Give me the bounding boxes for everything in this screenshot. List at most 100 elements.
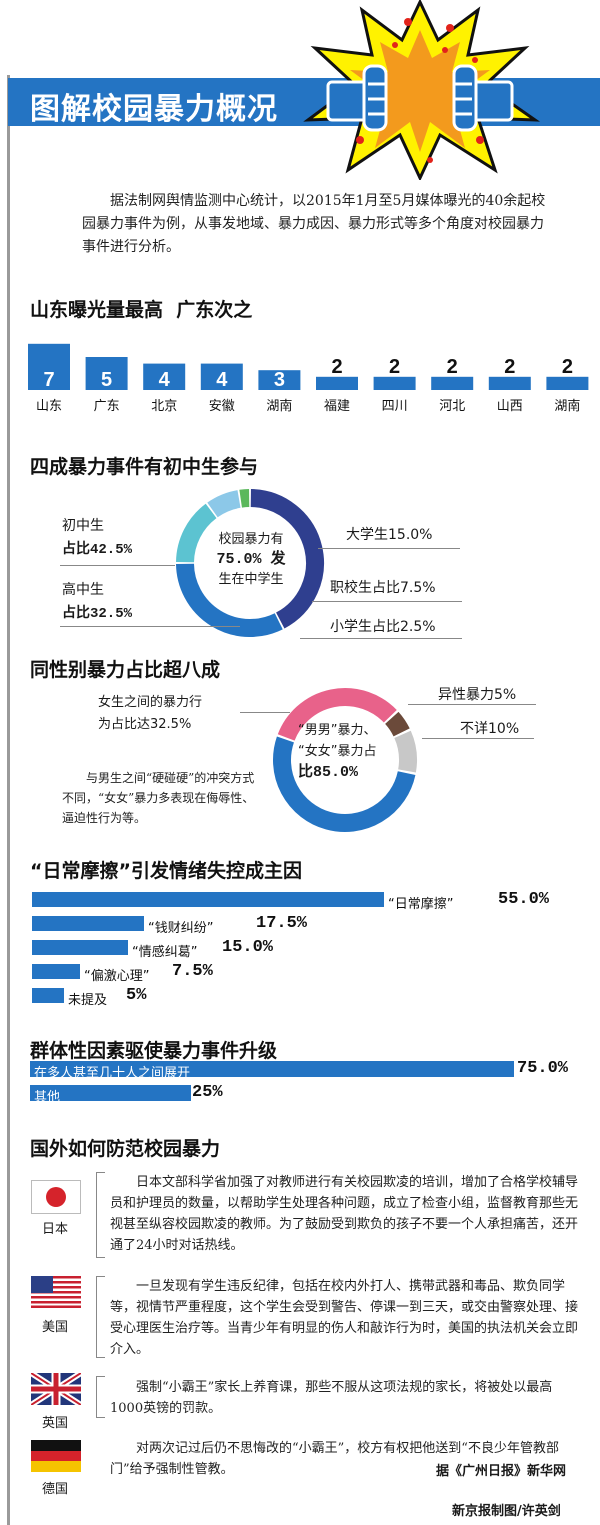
region-bar-value-label: 5 (101, 369, 112, 391)
region-tick-label: 广东 (94, 399, 120, 414)
cause-value-label: 15.0% (222, 938, 274, 957)
region-bar (488, 376, 531, 390)
region-bar-value-label: 7 (43, 369, 54, 391)
donut1-center-line3: 生在中学生 (218, 572, 284, 587)
uk-bracket (96, 1376, 105, 1418)
connector-vocational (312, 601, 462, 602)
cause-bar (32, 892, 384, 907)
label-senior-pct: 占比32.5% (62, 606, 133, 622)
region-bar-chart: 7 山东 5 广东 4 北京 4 安徽 3 湖南 2 福建 2 四川 2 河北 2 山西 2 湖南 (28, 343, 589, 414)
region-bar (546, 376, 589, 390)
section-title-abroad: 国外如何防范校园暴力 (30, 1138, 221, 1160)
label-junior-name: 初中生 (62, 518, 104, 534)
region-bar (258, 370, 301, 390)
usa-bracket (96, 1276, 105, 1358)
japan-text: 日本文部科学省加强了对教师进行有关校园欺凌的培训，增加了合格学校辅导员和护理员的… (110, 1175, 579, 1253)
donut2-center-text: “男男”暴力、 “女女”暴力占 比85.0% (298, 720, 398, 783)
cause-value-label: 55.0% (498, 890, 550, 909)
page-title: 图解校园暴力概况 (30, 92, 278, 127)
donut2-center-line3: 比85.0% (298, 764, 359, 781)
usa-flag-icon (31, 1276, 81, 1308)
japan-label: 日本 (41, 1222, 68, 1237)
group-value-label: 75.0% (517, 1059, 569, 1078)
donut2-center-line1: “男男”暴力、 (298, 723, 377, 738)
connector-college (318, 548, 460, 549)
student-donut-chart (176, 489, 324, 637)
label-senior-name: 高中生 (62, 582, 104, 598)
region-bar-value-label: 3 (274, 369, 285, 391)
cause-value-label: 17.5% (256, 914, 308, 933)
group-category-label: 在多人甚至几十人之间展开 (34, 1066, 191, 1081)
student-donut-segment (250, 489, 324, 629)
group-value-label: 25% (192, 1083, 223, 1102)
cause-bar (32, 964, 80, 979)
cause-category-label: “钱财纠纷” (148, 921, 214, 936)
section-title-cause: “日常摩擦”引发情绪失控成主因 (30, 860, 302, 882)
section-title-gender: 同性别暴力占比超八成 (30, 659, 221, 681)
cause-bar (32, 940, 128, 955)
region-bar-value-label: 2 (447, 356, 458, 378)
connector-unknown (422, 738, 534, 739)
connector-hetero (408, 704, 536, 705)
label-college: 大学生15.0% (346, 527, 433, 543)
cause-bar (32, 916, 144, 931)
donut1-center-line2: 75.0% 发 (216, 551, 286, 568)
label-primary: 小学生占比2.5% (330, 619, 436, 635)
cause-value-label: 5% (126, 986, 147, 1005)
label-female-line2: 为占比达32.5% (98, 717, 192, 732)
student-donut-segment (207, 490, 241, 518)
uk-label: 英国 (41, 1416, 68, 1431)
gender-note: 与男生之间“硬碰硬”的冲突方式不同，“女女”暴力多表现在侮辱性、逼迫性行为等。 (62, 771, 255, 825)
gender-donut-segment (384, 711, 410, 737)
label-junior-pct: 占比42.5% (62, 542, 133, 558)
region-bar-value-label: 2 (504, 356, 515, 378)
region-tick-label: 河北 (439, 399, 465, 414)
label-female-line1: 女生之间的暴力行 (98, 695, 203, 710)
left-rule (7, 75, 10, 1525)
credit-line: 新京报制图/许英剑 (452, 1504, 561, 1519)
section-title-group: 群体性因素驱使暴力事件升级 (30, 1040, 278, 1062)
right-fist-icon (452, 64, 514, 132)
label-vocational: 职校生占比7.5% (330, 580, 436, 596)
donut1-center-text: 校园暴力有 75.0% 发 生在中学生 (196, 530, 306, 590)
region-bar (431, 376, 474, 390)
uk-flag-icon (31, 1373, 81, 1405)
region-bar (373, 376, 416, 390)
student-donut-segment (176, 503, 217, 563)
region-bar (200, 363, 243, 390)
region-bar-value-label: 4 (216, 369, 228, 391)
group-bar (30, 1085, 192, 1101)
cause-category-label: “日常摩擦” (388, 897, 454, 912)
region-tick-label: 山西 (497, 399, 523, 414)
connector-junior (60, 565, 175, 566)
region-tick-label: 山东 (36, 399, 62, 414)
region-bar (316, 376, 358, 390)
region-tick-label: 湖南 (554, 398, 580, 414)
gender-donut-chart (273, 688, 417, 832)
usa-label: 美国 (41, 1320, 68, 1335)
germany-text: 对两次记过后仍不思悔改的“小霸王”，校方有权把他送到“不良少年管教部门”给予强制… (110, 1441, 559, 1477)
cause-category-label: “情感纠葛” (132, 945, 198, 960)
label-female: 女生之间的暴力行 为占比达32.5% (98, 692, 202, 736)
burst-inner-shape (344, 30, 496, 152)
donut2-center-line2: “女女”暴力占 (298, 744, 377, 759)
group-category-label: 其他 (34, 1090, 61, 1105)
region-bar-value-label: 4 (159, 369, 171, 391)
section-title-student: 四成暴力事件有初中生参与 (30, 456, 259, 478)
gender-donut-segment (277, 688, 397, 741)
region-tick-label: 福建 (324, 399, 350, 414)
student-donut-segment (239, 489, 250, 508)
germany-flag-icon (31, 1440, 81, 1472)
germany-label: 德国 (41, 1482, 68, 1497)
cause-category-label: 未提及 (68, 993, 108, 1008)
student-donut-segment (176, 563, 283, 637)
donut1-center-line1: 校园暴力有 (218, 532, 284, 547)
region-bar-value-label: 2 (331, 356, 342, 378)
label-junior: 初中生 占比42.5% (62, 514, 132, 562)
connector-primary (300, 638, 462, 639)
uk-text: 强制“小霸王”家长上养育课，那些不服从这项法规的家长，将被处以最高1000英镑的… (110, 1380, 553, 1416)
region-bar (28, 343, 70, 390)
label-unknown: 不详10% (460, 721, 520, 737)
gender-donut-segment (394, 730, 417, 773)
region-tick-label: 湖南 (266, 398, 292, 414)
